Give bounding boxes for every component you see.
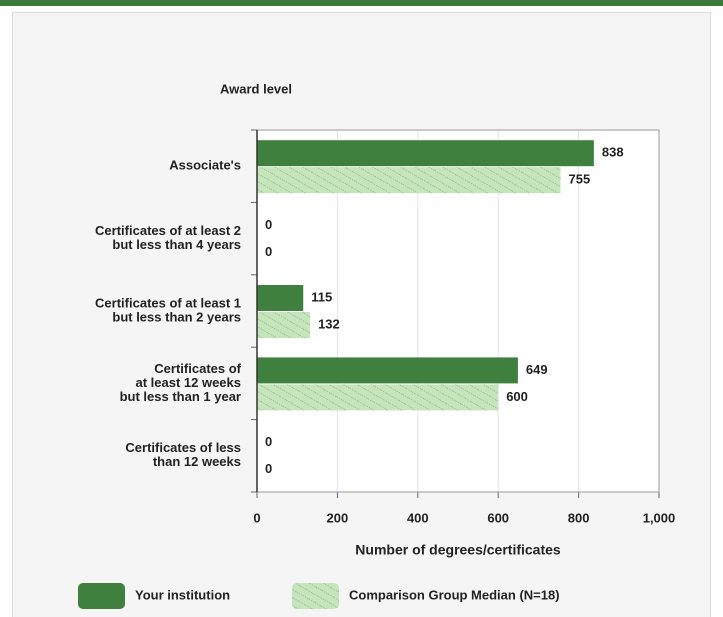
- value-label: 0: [265, 217, 272, 232]
- value-label: 115: [311, 289, 332, 304]
- x-tick-label: 1,000: [643, 510, 676, 525]
- value-label: 0: [265, 244, 272, 259]
- x-tick-label: 200: [327, 510, 349, 525]
- bar: [257, 285, 304, 311]
- value-label: 0: [265, 434, 272, 449]
- top-bar: [0, 0, 723, 6]
- x-axis-title: Number of degrees/certificates: [355, 542, 561, 558]
- x-tick-label: 800: [568, 510, 590, 525]
- y-tick-label: but less than 4 years: [112, 237, 241, 252]
- bar: [257, 384, 499, 411]
- y-tick-label: Certificates of at least 2: [95, 223, 241, 238]
- value-label: 0: [265, 461, 272, 476]
- y-axis-title: Award level: [220, 81, 292, 96]
- y-tick-label: but less than 1 year: [120, 389, 241, 404]
- y-tick-label: than 12 weeks: [153, 454, 241, 469]
- bar: [257, 312, 311, 338]
- bar: [257, 357, 518, 384]
- legend-swatch: [78, 583, 125, 609]
- legend-swatch: [292, 583, 339, 609]
- x-tick-label: 0: [253, 510, 260, 525]
- value-label: 132: [318, 316, 340, 331]
- value-label: 838: [602, 145, 624, 160]
- y-tick-label: Associate's: [169, 158, 241, 173]
- y-tick-label: at least 12 weeks: [135, 375, 241, 390]
- x-tick-label: 600: [487, 510, 509, 525]
- y-tick-label: Certificates of less: [125, 440, 241, 455]
- x-tick-label: 400: [407, 510, 429, 525]
- value-label: 755: [569, 172, 591, 187]
- value-label: 649: [526, 362, 548, 377]
- y-tick-label: Certificates of: [154, 361, 241, 376]
- y-tick-label: but less than 2 years: [112, 309, 241, 324]
- legend-label: Comparison Group Median (N=18): [349, 587, 560, 602]
- bar: [257, 140, 594, 167]
- bar: [257, 167, 561, 194]
- legend-label: Your institution: [135, 587, 230, 602]
- y-tick-label: Certificates of at least 1: [95, 295, 241, 310]
- value-label: 600: [506, 389, 528, 404]
